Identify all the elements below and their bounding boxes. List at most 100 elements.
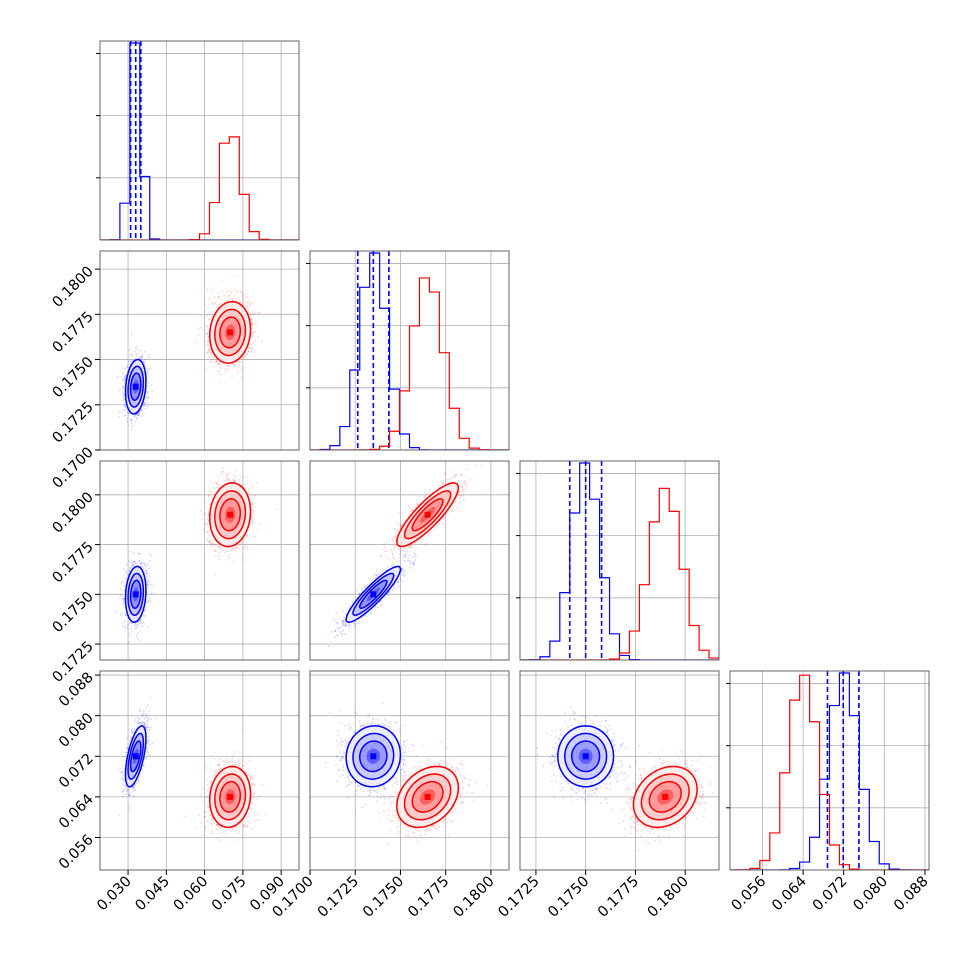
sample-point bbox=[150, 555, 152, 557]
sample-point bbox=[228, 298, 230, 301]
sample-point bbox=[142, 622, 145, 624]
sample-point bbox=[120, 581, 123, 584]
histogram-panel-1 bbox=[306, 250, 510, 451]
sample-point bbox=[206, 325, 209, 327]
sample-point bbox=[122, 409, 125, 412]
sample-point bbox=[146, 580, 149, 583]
sample-point bbox=[118, 410, 121, 413]
sample-point bbox=[127, 641, 130, 644]
sample-point bbox=[247, 309, 250, 311]
sample-point bbox=[133, 414, 136, 417]
sample-point bbox=[136, 637, 139, 640]
sample-point bbox=[209, 318, 211, 321]
sample-point bbox=[253, 518, 256, 521]
sample-point bbox=[215, 359, 218, 362]
sample-point bbox=[124, 626, 126, 629]
sample-point bbox=[143, 610, 146, 612]
sample-point bbox=[208, 298, 211, 300]
sample-point bbox=[226, 368, 229, 371]
sample-point bbox=[146, 601, 149, 604]
sample-point bbox=[246, 475, 249, 478]
sample-point bbox=[123, 377, 125, 380]
sample-point bbox=[140, 356, 143, 359]
sample-point bbox=[135, 418, 138, 420]
sample-point bbox=[143, 562, 145, 565]
sample-point bbox=[228, 289, 231, 292]
sample-point bbox=[233, 289, 236, 292]
sample-point bbox=[144, 402, 146, 405]
sample-point bbox=[247, 489, 250, 492]
sample-point bbox=[145, 572, 148, 575]
sample-point bbox=[206, 521, 209, 524]
sample-point bbox=[252, 342, 254, 344]
sample-point bbox=[211, 358, 213, 360]
sample-point bbox=[135, 347, 137, 350]
sample-point bbox=[136, 349, 139, 351]
sample-point bbox=[124, 367, 127, 370]
sample-point bbox=[236, 371, 239, 374]
sample-point bbox=[152, 584, 155, 587]
sample-point bbox=[219, 380, 222, 383]
sample-point bbox=[230, 291, 233, 294]
sample-point bbox=[148, 553, 151, 555]
sample-point bbox=[146, 581, 148, 584]
sample-point bbox=[140, 625, 143, 628]
sample-point bbox=[140, 563, 143, 565]
sample-point bbox=[123, 398, 125, 401]
sample-point bbox=[146, 369, 149, 372]
sample-point bbox=[226, 364, 229, 367]
sample-point bbox=[147, 392, 149, 395]
sample-point bbox=[122, 621, 125, 624]
sample-point bbox=[124, 577, 127, 580]
sample-point bbox=[220, 299, 223, 301]
sample-point bbox=[147, 354, 150, 357]
sample-point bbox=[149, 600, 152, 603]
sample-point bbox=[118, 597, 121, 599]
sample-point bbox=[136, 352, 139, 355]
sample-point bbox=[138, 623, 141, 625]
sample-point bbox=[135, 354, 138, 357]
sample-point bbox=[130, 419, 132, 421]
sample-point bbox=[231, 297, 234, 300]
sample-point bbox=[147, 382, 150, 385]
sample-point bbox=[194, 341, 197, 343]
sample-point bbox=[223, 479, 225, 482]
sample-point bbox=[238, 361, 241, 364]
sample-point bbox=[242, 296, 245, 298]
sample-point bbox=[224, 479, 227, 482]
sample-point bbox=[146, 402, 149, 404]
density-contours-1 bbox=[208, 300, 252, 364]
sample-point bbox=[251, 327, 254, 330]
sample-point bbox=[250, 318, 252, 321]
sample-point bbox=[204, 523, 206, 525]
sample-point bbox=[147, 599, 150, 602]
sample-point bbox=[146, 572, 149, 575]
sample-point bbox=[252, 522, 255, 525]
sample-point bbox=[225, 300, 228, 303]
sample-point bbox=[118, 415, 121, 418]
scatter-panel-2-0 bbox=[99, 460, 300, 661]
sample-point bbox=[134, 420, 137, 423]
sample-point bbox=[248, 305, 251, 308]
sample-point bbox=[217, 363, 219, 365]
sample-point bbox=[136, 413, 139, 416]
sample-point bbox=[119, 594, 122, 597]
sample-point bbox=[259, 311, 261, 314]
sample-point bbox=[123, 606, 125, 608]
sample-point bbox=[250, 501, 253, 503]
sample-point bbox=[129, 360, 132, 363]
sample-point bbox=[147, 567, 150, 570]
sample-point bbox=[206, 332, 209, 334]
sample-point bbox=[236, 290, 238, 292]
sample-point bbox=[148, 356, 151, 359]
sample-point bbox=[121, 613, 124, 616]
sample-point bbox=[146, 564, 148, 567]
sample-point bbox=[206, 537, 209, 540]
sample-point bbox=[203, 316, 206, 319]
sample-point bbox=[124, 624, 126, 627]
sample-point bbox=[135, 415, 137, 418]
sample-point bbox=[232, 363, 235, 365]
sample-point bbox=[208, 346, 210, 349]
sample-point bbox=[221, 473, 224, 476]
sample-point bbox=[122, 597, 124, 600]
